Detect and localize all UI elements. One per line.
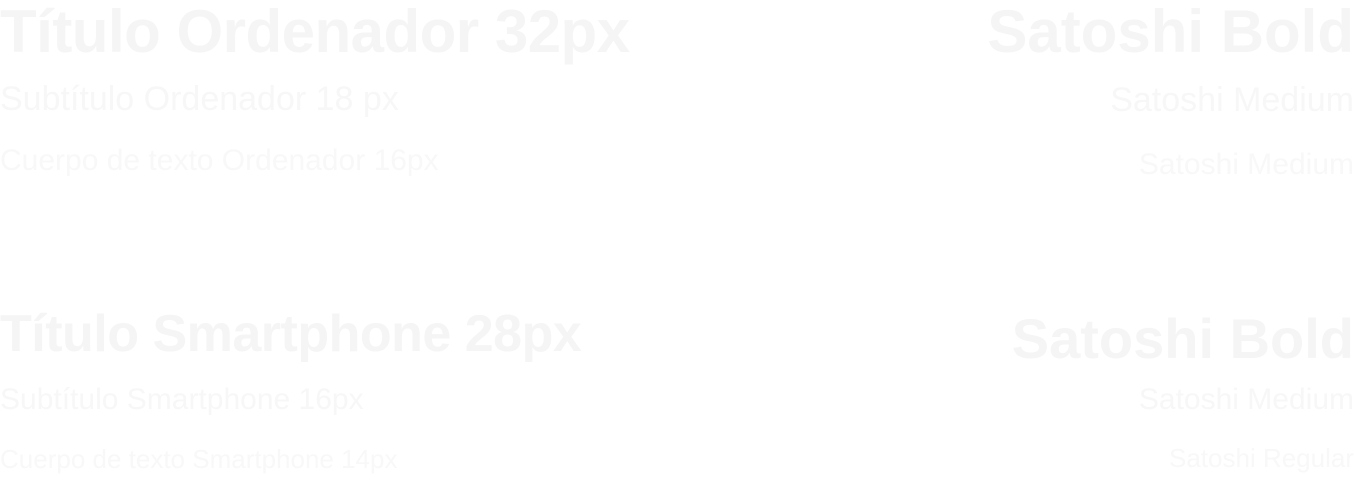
- smartphone-body-sample: Cuerpo de texto Smartphone 14px: [0, 444, 398, 474]
- smartphone-subtitle-font-label: Satoshi Medium: [1138, 383, 1354, 416]
- desktop-subtitle-sample: Subtítulo Ordenador 18 px: [0, 80, 399, 118]
- desktop-body-font-label: Satoshi Medium: [1138, 148, 1354, 181]
- smartphone-title-font-label: Satoshi Bold: [1011, 307, 1354, 370]
- desktop-title-sample: Título Ordenador 32px: [0, 0, 630, 65]
- desktop-body-sample: Cuerpo de texto Ordenador 16px: [0, 144, 439, 177]
- desktop-title-font-label: Satoshi Bold: [987, 0, 1354, 65]
- smartphone-subtitle-sample: Subtítulo Smartphone 16px: [0, 383, 364, 416]
- desktop-subtitle-font-label: Satoshi Medium: [1110, 81, 1354, 119]
- smartphone-body-font-label: Satoshi Regular: [1169, 443, 1354, 473]
- smartphone-title-sample: Título Smartphone 28px: [0, 305, 582, 363]
